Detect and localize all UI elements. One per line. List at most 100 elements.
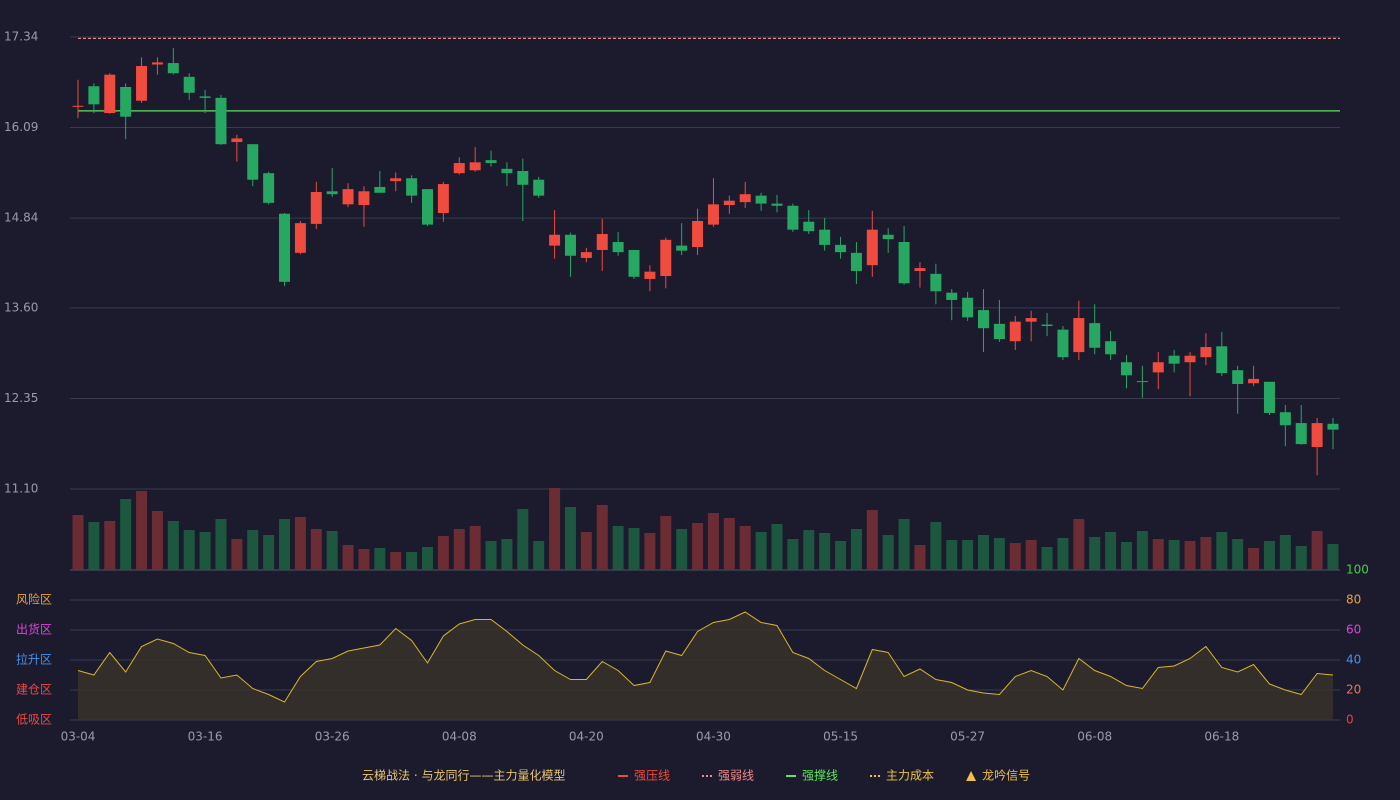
volume-bar	[1105, 532, 1117, 570]
candle-body	[1279, 412, 1291, 426]
x-tick-label: 03-04	[61, 730, 96, 744]
volume-bar	[787, 539, 799, 570]
volume-bar	[326, 531, 338, 570]
candle-body	[199, 96, 211, 98]
candle-body	[437, 184, 449, 214]
candle-body	[326, 191, 338, 195]
candle-body	[421, 189, 433, 225]
candle-body	[898, 241, 910, 284]
x-tick-label: 03-16	[188, 730, 223, 744]
candle-body	[247, 144, 259, 180]
volume-bar	[453, 529, 465, 570]
volume-bar	[421, 547, 433, 570]
candle-body	[517, 171, 529, 185]
candle-body	[978, 310, 990, 329]
candle-body	[564, 234, 576, 256]
volume-bar	[612, 526, 624, 570]
candle-body	[755, 195, 767, 204]
candle-body	[835, 244, 847, 253]
candle-body	[1263, 381, 1275, 413]
zone-label: 出货区	[16, 622, 52, 637]
candle-body	[1311, 423, 1323, 447]
candle-body	[453, 163, 465, 174]
volume-bar	[1200, 537, 1212, 570]
volume-bar	[1009, 543, 1021, 570]
candle-body	[707, 204, 719, 225]
candle-body	[533, 179, 545, 196]
volume-bar	[1279, 535, 1291, 570]
volume-bar	[962, 540, 974, 570]
candle-body	[946, 292, 958, 300]
candle-body	[231, 138, 243, 143]
candle-body	[167, 63, 179, 74]
candle-body	[676, 245, 688, 251]
volume-bar	[676, 529, 688, 570]
volume-bar	[374, 548, 386, 570]
volume-bar	[199, 532, 211, 570]
candle-body	[692, 220, 704, 248]
volume-bar	[310, 529, 322, 570]
candle-body	[1136, 381, 1148, 383]
candle-body	[549, 234, 561, 246]
volume-bar	[1136, 531, 1148, 570]
volume-bar	[437, 536, 449, 570]
volume-bar	[485, 541, 497, 570]
candle-body	[866, 229, 878, 266]
candle-body	[1327, 423, 1339, 430]
zone-label: 建仓区	[16, 683, 52, 697]
candle-body	[374, 186, 386, 193]
candle-body	[819, 229, 831, 245]
volume-bar	[1216, 532, 1228, 570]
candle-body	[294, 223, 306, 253]
volume-bar	[215, 519, 227, 570]
legend-symbol	[966, 771, 977, 781]
volume-bar	[263, 535, 275, 570]
candle-body	[390, 178, 402, 182]
volume-bar	[501, 539, 513, 570]
volume-bar	[1263, 541, 1275, 570]
candle-body	[787, 205, 799, 230]
volume-bar	[803, 530, 815, 570]
volume-bar	[1327, 544, 1339, 570]
volume-bar	[771, 524, 783, 570]
candle-body	[215, 97, 227, 145]
candle-body	[1168, 355, 1180, 364]
candle-body	[183, 76, 195, 93]
candle-body	[1184, 355, 1196, 363]
volume-bar	[1120, 542, 1132, 570]
candle-body	[882, 234, 894, 240]
zone-label: 风险区	[16, 592, 52, 607]
legend-title: 云梯战法 · 与龙同行——主力量化模型	[362, 769, 565, 783]
zone-label: 拉升区	[16, 652, 52, 667]
candle-body	[962, 297, 974, 318]
y2-tick-label: 80	[1346, 593, 1361, 607]
y2-tick-label: 20	[1346, 683, 1361, 697]
candle-body	[739, 194, 751, 203]
volume-bar	[692, 523, 704, 570]
volume-bar	[946, 540, 958, 570]
candle-body	[660, 239, 672, 277]
candle-body	[358, 191, 370, 206]
volume-bar	[819, 533, 831, 570]
volume-bar	[1311, 531, 1323, 570]
volume-bar	[564, 507, 576, 570]
candle-body	[88, 86, 100, 105]
candle-body	[406, 178, 418, 196]
candle-body	[580, 252, 592, 258]
volume-bar	[580, 532, 592, 570]
volume-bar	[183, 530, 195, 570]
legend-label: 主力成本	[886, 769, 934, 783]
volume-bar	[1295, 546, 1307, 570]
volume-bar	[914, 545, 926, 570]
candle-body	[310, 192, 322, 224]
candle-body	[1089, 323, 1101, 348]
volume-bar	[993, 538, 1005, 570]
candle-body	[850, 252, 862, 271]
volume-bar	[1057, 538, 1069, 570]
volume-bar	[1025, 540, 1037, 570]
volume-bar	[1073, 519, 1085, 570]
volume-bar	[882, 535, 894, 570]
y-tick-label: 11.10	[4, 482, 38, 496]
candle-body	[469, 162, 481, 171]
